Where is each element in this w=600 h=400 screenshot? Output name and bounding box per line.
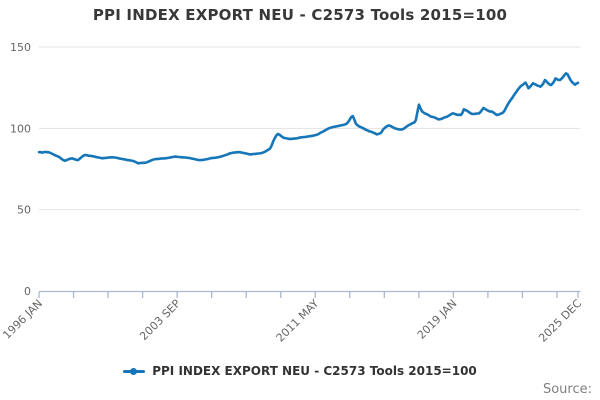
chart-title: PPI INDEX EXPORT NEU - C2573 Tools 2015=… — [92, 6, 508, 24]
y-axis-tick-label: 0 — [24, 285, 31, 298]
y-axis-tick-label: 100 — [10, 122, 31, 135]
data-line-series — [37, 72, 580, 165]
line-series-marker-icon — [123, 367, 146, 376]
x-axis-tick-label: 2025 DEC — [536, 297, 584, 345]
legend: PPI INDEX EXPORT NEU - C2573 Tools 2015=… — [0, 364, 600, 378]
legend-label: PPI INDEX EXPORT NEU - C2573 Tools 2015=… — [152, 364, 477, 378]
legend-item[interactable]: PPI INDEX EXPORT NEU - C2573 Tools 2015=… — [123, 364, 477, 378]
x-axis-tick-label: 2003 SEP — [137, 297, 183, 343]
x-axis-tick-label: 2011 MAY — [274, 297, 322, 345]
y-axis-tick-label: 50 — [17, 204, 31, 217]
x-axis-tick-label: 1996 JAN — [0, 297, 45, 342]
y-axis-tick-label: 150 — [10, 41, 31, 54]
source-label: Source: — [542, 382, 592, 397]
x-axis-tick-label: 2019 JAN — [415, 297, 460, 342]
